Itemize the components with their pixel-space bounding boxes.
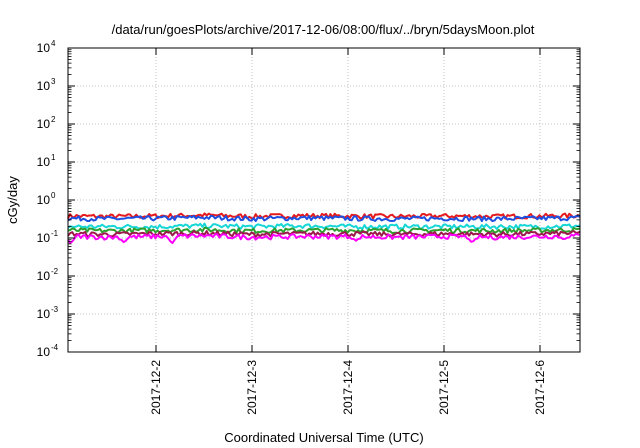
y-tick-base: 10 [37,345,51,359]
y-tick-exponent: -1 [51,229,59,238]
series-line [67,232,581,244]
y-tick-exponent: -4 [51,343,59,352]
x-tick-labels: 2017-12-2 2017-12-3 2017-12-4 2017-12-5 2017… [149,360,547,415]
y-tick-label: 10 [37,79,51,93]
y-tick-label: 10 [37,231,51,245]
y-tick-base: 10 [37,193,51,207]
series-lines [67,212,581,244]
series-line [67,226,581,235]
x-tick-label: 2017-12-2 [149,360,163,415]
chart-title: /data/run/goesPlots/archive/2017-12-06/0… [112,22,535,37]
y-tick-label: 10 [37,155,51,169]
y-tick-label: 10 [37,41,51,55]
x-tick-label: 2017-12-5 [437,360,451,415]
y-tick-base: 10 [37,117,51,131]
y-tick-label: 10 [37,117,51,131]
y-tick-label: 10 [37,345,51,359]
y-tick-base: 10 [37,307,51,321]
series-line [67,214,581,223]
series-line [67,212,581,220]
y-axis-label: cGy/day [5,176,20,224]
y-tick-exponent: 4 [51,39,56,48]
y-tick-exponent: 0 [51,191,56,200]
y-tick-label: 10 [37,193,51,207]
y-tick-base: 10 [37,269,51,283]
y-tick-exponent: 3 [51,77,56,86]
x-axis-label: Coordinated Universal Time (UTC) [224,430,423,445]
y-tick-exponent: 1 [51,153,56,162]
y-tick-exponent: 2 [51,115,56,124]
y-tick-exponent: -3 [51,305,59,314]
y-tick-exponent: -2 [51,267,59,276]
y-tick-base: 10 [37,41,51,55]
y-tick-label: 10 [37,269,51,283]
y-tick-base: 10 [37,79,51,93]
x-tick-label: 2017-12-3 [245,360,259,415]
y-tick-base: 10 [37,155,51,169]
y-tick-base: 10 [37,231,51,245]
x-tick-label: 2017-12-4 [341,360,355,415]
x-tick-label: 2017-12-6 [533,360,547,415]
series-line [67,222,581,230]
grid-lines [68,48,580,352]
axis-ticks [68,47,580,353]
y-tick-label: 10 [37,307,51,321]
